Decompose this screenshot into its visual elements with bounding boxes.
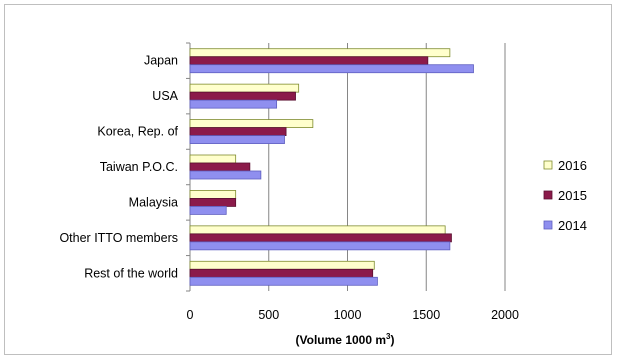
legend-swatch-2016 [543,160,553,170]
legend-label: 2014 [558,218,587,233]
bar-2014 [189,135,285,144]
bar-2014 [189,99,278,109]
bar-2016 [189,190,237,199]
bar-2016 [189,154,237,164]
bar-2015 [189,268,374,278]
category-label: Japan [144,54,178,68]
bar-2016 [189,48,451,58]
bar-2015 [189,127,287,136]
category-label: Other ITTO members [59,231,178,245]
bar-2015 [189,91,296,101]
category-label: Malaysia [129,195,178,209]
x-tick-label: 1500 [412,308,440,322]
x-tick-label: 2000 [491,308,519,322]
legend-swatch-2015 [543,190,553,200]
bar-2014 [189,64,474,74]
tick-labels: 0 500 1000 1500 2000 [187,308,519,322]
bar-2014 [189,241,451,251]
category-labels: Japan USA Korea, Rep. of Taiwan P.O.C. Malay… [59,54,178,281]
bar-2016 [189,260,375,270]
bar-2015 [189,162,251,172]
bar-2015 [189,198,237,207]
bar-2015 [189,56,429,66]
bar-2015 [189,233,452,243]
bar-2014 [189,206,227,215]
bar-2016 [189,119,314,128]
x-tick-label: 1000 [334,308,362,322]
bar-2016 [189,83,300,93]
legend-label: 2016 [558,158,587,173]
bars [189,48,474,286]
category-label: Rest of the world [84,266,178,280]
x-tick-label: 500 [258,308,279,322]
x-tick-label: 0 [187,308,194,322]
category-label: USA [152,89,178,103]
legend: 2016 2015 2014 [543,158,587,233]
bar-2016 [189,225,446,235]
legend-swatch-2014 [543,220,553,230]
legend-label: 2015 [558,188,587,203]
bar-2014 [189,170,262,180]
x-axis-title: (Volume 1000 m3) [296,332,395,347]
category-label: Korea, Rep. of [97,125,178,139]
bar-2014 [189,276,378,286]
category-label: Taiwan P.O.C. [100,160,178,174]
